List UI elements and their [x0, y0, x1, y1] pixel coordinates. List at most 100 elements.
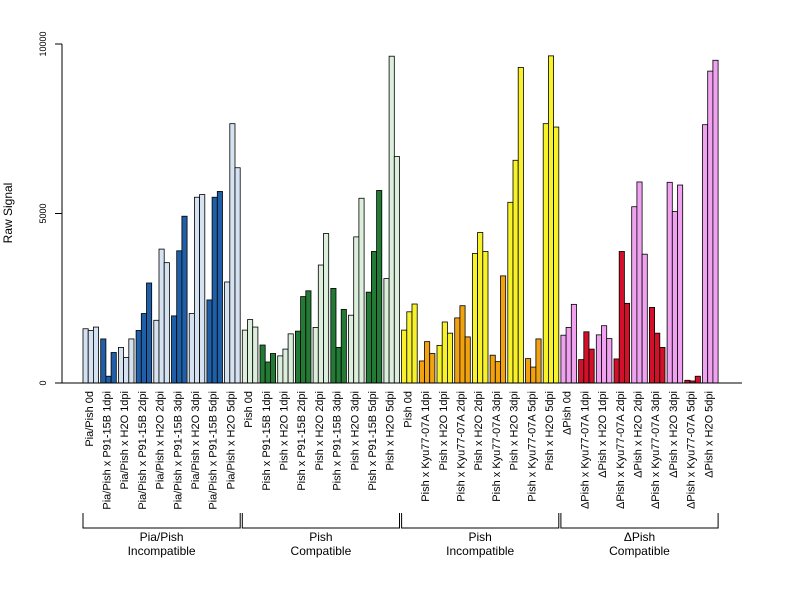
bar — [565, 327, 572, 384]
bar — [358, 197, 365, 384]
bar — [340, 309, 347, 384]
bar — [330, 288, 337, 384]
bar — [489, 354, 496, 384]
group-label-line1: Pish — [309, 530, 332, 544]
bar — [446, 332, 453, 384]
bar — [654, 332, 661, 384]
bar — [702, 124, 709, 384]
bar — [153, 319, 160, 384]
bar — [535, 338, 542, 384]
bar — [216, 191, 223, 384]
group-label-line1: ΔPish — [624, 530, 655, 544]
group-label-line2: Incompatible — [446, 544, 514, 558]
bar — [588, 348, 595, 384]
bar — [353, 236, 360, 384]
y-ticks: 0 5000 10000 — [38, 31, 62, 386]
bar — [181, 215, 188, 384]
bar — [376, 190, 383, 384]
x-tick-label: Pish x P91-15B 2dpi — [296, 391, 308, 491]
x-tick-label: Pia/Pish x P91-15B 1dpi — [102, 391, 114, 510]
x-tick-label: ΔPish x H2O 5dpi — [703, 391, 715, 478]
bar — [312, 327, 319, 384]
x-tick-label: Pish x P91-15B 1dpi — [261, 391, 273, 491]
bar — [694, 375, 701, 384]
bar — [123, 357, 130, 384]
bar — [406, 311, 413, 384]
x-tick-labels: Pia/Pish 0d Pia/Pish x P91-15B 1dpi Pia/Pi… — [84, 391, 715, 510]
bar — [548, 55, 555, 384]
bar — [388, 55, 395, 384]
bar — [305, 290, 312, 384]
x-tick-label: Pish x Kyu77-07A 2dpi — [456, 391, 468, 502]
bar — [530, 366, 537, 384]
group-label-line1: Pish — [469, 530, 492, 544]
group-label-line2: Incompatible — [128, 544, 196, 558]
x-tick-label: Pia/Pish x H2O 2dpi — [155, 391, 167, 489]
x-tick-label: Pish x P91-15B 5dpi — [367, 391, 379, 491]
bar — [300, 296, 307, 384]
bar — [542, 123, 549, 384]
bar — [110, 352, 117, 384]
y-tick-label: 0 — [38, 380, 48, 385]
bar — [525, 358, 532, 384]
bar — [606, 338, 613, 384]
bar — [82, 328, 89, 384]
x-tick-label: Pia/Pish x P91-15B 5dpi — [208, 391, 220, 510]
bar — [100, 338, 107, 384]
bar — [247, 319, 254, 384]
bar — [583, 331, 590, 384]
x-tick-label: Pish x H2O 5dpi — [385, 391, 397, 470]
bar — [188, 313, 195, 384]
bar — [624, 302, 631, 384]
bar — [636, 181, 643, 384]
bar — [477, 232, 484, 384]
x-tick-label: Pish x H2O 2dpi — [473, 391, 485, 470]
bar — [234, 167, 241, 384]
group-label-line2: Compatible — [291, 544, 352, 558]
bar — [383, 278, 390, 384]
bar — [464, 336, 471, 384]
y-tick-label: 5000 — [38, 203, 48, 223]
bar — [553, 126, 560, 384]
bar — [323, 233, 330, 384]
x-tick-label: Pish x Kyu77-07A 5dpi — [526, 391, 538, 502]
bar — [294, 330, 301, 384]
bar — [613, 358, 620, 384]
bar — [171, 315, 178, 384]
bar — [224, 281, 231, 384]
bar — [512, 159, 519, 384]
bar — [578, 359, 585, 384]
x-tick-label: ΔPish 0d — [562, 391, 574, 435]
y-tick-label: 10000 — [38, 31, 48, 56]
bar — [631, 206, 638, 384]
bar — [193, 196, 200, 384]
bar — [277, 355, 284, 384]
x-tick-label: ΔPish x Kyu77-07A 2dpi — [615, 391, 627, 509]
bar — [93, 326, 100, 384]
bar — [259, 344, 266, 384]
x-tick-label: Pia/Pish 0d — [84, 391, 96, 447]
x-tick-label: Pish x Kyu77-07A 3dpi — [491, 391, 503, 502]
bar — [365, 291, 372, 384]
group-brackets: Pia/PishIncompatiblePishCompatiblePishIn… — [82, 513, 719, 558]
bar — [570, 303, 577, 384]
x-tick-label: Pia/Pish x P91-15B 2dpi — [137, 391, 149, 510]
bar — [163, 262, 170, 384]
bars-layer — [82, 55, 719, 384]
bar — [560, 334, 567, 384]
bar — [429, 353, 436, 384]
x-tick-label: ΔPish x H2O 2dpi — [633, 391, 645, 478]
bar — [659, 347, 666, 384]
bar — [471, 253, 478, 384]
group-bracket — [82, 513, 241, 529]
bar — [411, 303, 418, 384]
bar — [176, 250, 183, 384]
x-tick-label: Pish x H2O 3dpi — [349, 391, 361, 470]
x-tick-label: ΔPish x H2O 1dpi — [597, 391, 609, 478]
bar — [269, 353, 276, 384]
x-tick-label: Pish x H2O 5dpi — [544, 391, 556, 470]
bar — [494, 361, 501, 384]
x-tick-label: Pish x H2O 2dpi — [314, 391, 326, 470]
bar — [707, 70, 714, 384]
